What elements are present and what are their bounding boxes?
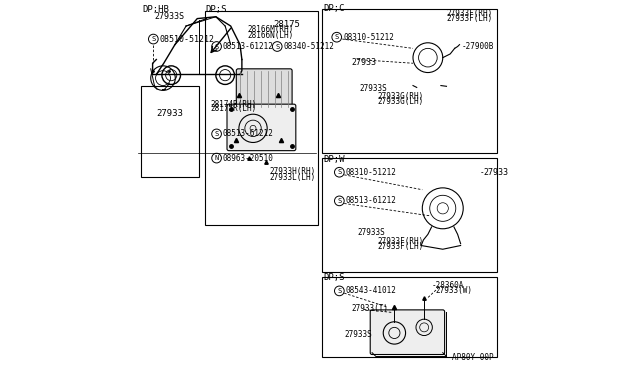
FancyBboxPatch shape <box>236 69 292 110</box>
Text: 27933(T): 27933(T) <box>351 304 388 313</box>
Text: 28175R(LH): 28175R(LH) <box>211 105 257 113</box>
Text: 27933(W): 27933(W) <box>435 286 472 295</box>
Text: -28360A: -28360A <box>431 281 464 290</box>
Text: 27933G(RH): 27933G(RH) <box>378 92 424 101</box>
Text: 28175: 28175 <box>273 20 300 29</box>
Text: 08513-61212: 08513-61212 <box>346 196 396 205</box>
Text: 08963-20510: 08963-20510 <box>223 154 273 163</box>
Text: 27933: 27933 <box>484 168 509 177</box>
Text: DP;HB: DP;HB <box>142 5 169 14</box>
FancyBboxPatch shape <box>370 310 445 355</box>
Text: -: - <box>480 168 484 177</box>
Text: S: S <box>337 198 342 204</box>
Text: DP;W: DP;W <box>323 155 344 164</box>
Text: 27933S: 27933S <box>359 84 387 93</box>
Text: 08510-51212: 08510-51212 <box>159 35 214 44</box>
FancyBboxPatch shape <box>227 104 296 151</box>
Text: S: S <box>214 44 219 49</box>
Text: 27933F(RH): 27933F(RH) <box>447 9 493 18</box>
Text: S: S <box>214 131 219 137</box>
Text: DP;S: DP;S <box>323 273 344 282</box>
Text: 28166M(RH): 28166M(RH) <box>248 25 294 34</box>
Text: S: S <box>275 44 279 49</box>
Text: 27933L(LH): 27933L(LH) <box>270 173 316 182</box>
Text: 27933: 27933 <box>156 109 183 118</box>
Text: S: S <box>151 36 156 42</box>
Text: 27933F(RH): 27933F(RH) <box>378 237 424 246</box>
Text: DP;C: DP;C <box>323 4 344 13</box>
Text: 27933G(LH): 27933G(LH) <box>378 97 424 106</box>
Text: -27900B: -27900B <box>461 42 493 51</box>
Text: 08513-61212: 08513-61212 <box>223 129 273 138</box>
Text: S: S <box>337 288 342 294</box>
Text: 27933S: 27933S <box>357 228 385 237</box>
Text: 08310-51212: 08310-51212 <box>346 168 396 177</box>
Text: 08513-61212: 08513-61212 <box>223 42 273 51</box>
Text: 28166N(LH): 28166N(LH) <box>248 31 294 40</box>
Text: 27933H(RH): 27933H(RH) <box>270 167 316 176</box>
Text: 27933S: 27933S <box>154 12 184 21</box>
Text: S: S <box>335 34 339 40</box>
Text: 27933: 27933 <box>351 58 376 67</box>
Text: S: S <box>337 169 342 175</box>
Text: 08543-41012: 08543-41012 <box>346 286 396 295</box>
Text: AP80Y 00P: AP80Y 00P <box>452 353 493 362</box>
Text: 27933S: 27933S <box>344 330 372 339</box>
Text: N: N <box>214 155 219 161</box>
Bar <box>205 11 318 225</box>
Text: 28174R(RH): 28174R(RH) <box>211 100 257 109</box>
Text: 27933F(LH): 27933F(LH) <box>378 242 424 251</box>
Bar <box>322 158 497 272</box>
Text: 08340-51212: 08340-51212 <box>283 42 334 51</box>
Bar <box>322 277 497 357</box>
Bar <box>322 9 497 153</box>
Text: DP;S: DP;S <box>205 5 227 14</box>
Text: 08310-51212: 08310-51212 <box>343 33 394 42</box>
Text: 27933F(LH): 27933F(LH) <box>447 15 493 23</box>
Bar <box>141 86 199 177</box>
